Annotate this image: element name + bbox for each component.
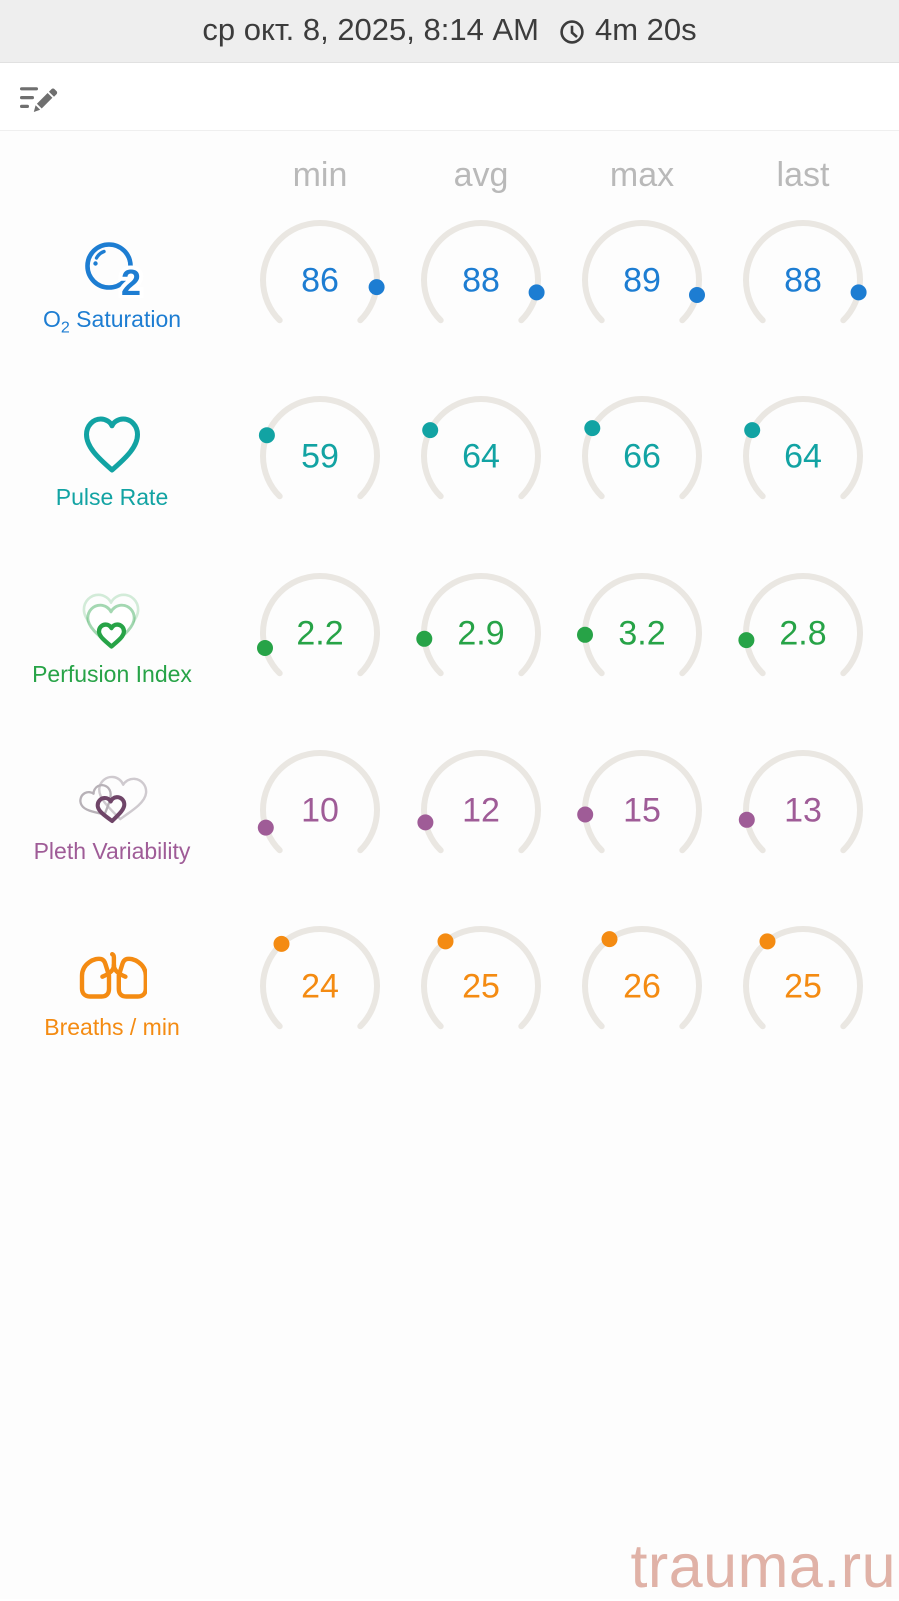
svg-text:2.9: 2.9: [457, 615, 504, 653]
svg-text:25: 25: [784, 968, 822, 1006]
svg-text:59: 59: [301, 438, 339, 476]
svg-text:64: 64: [784, 438, 822, 476]
svg-text:64: 64: [462, 438, 500, 476]
svg-text:2.2: 2.2: [296, 615, 343, 653]
svg-text:3.2: 3.2: [618, 615, 665, 653]
svg-text:88: 88: [462, 262, 500, 300]
svg-text:13: 13: [784, 792, 822, 830]
svg-text:89: 89: [623, 262, 661, 300]
svg-text:2: 2: [121, 262, 141, 298]
svg-text:25: 25: [462, 968, 500, 1006]
svg-text:26: 26: [623, 968, 661, 1006]
svg-text:10: 10: [301, 792, 339, 830]
svg-text:88: 88: [784, 262, 822, 300]
svg-text:12: 12: [462, 792, 500, 830]
svg-text:66: 66: [623, 438, 661, 476]
svg-text:24: 24: [301, 968, 339, 1006]
svg-text:15: 15: [623, 792, 661, 830]
svg-text:86: 86: [301, 262, 339, 300]
svg-text:2.8: 2.8: [779, 615, 826, 653]
